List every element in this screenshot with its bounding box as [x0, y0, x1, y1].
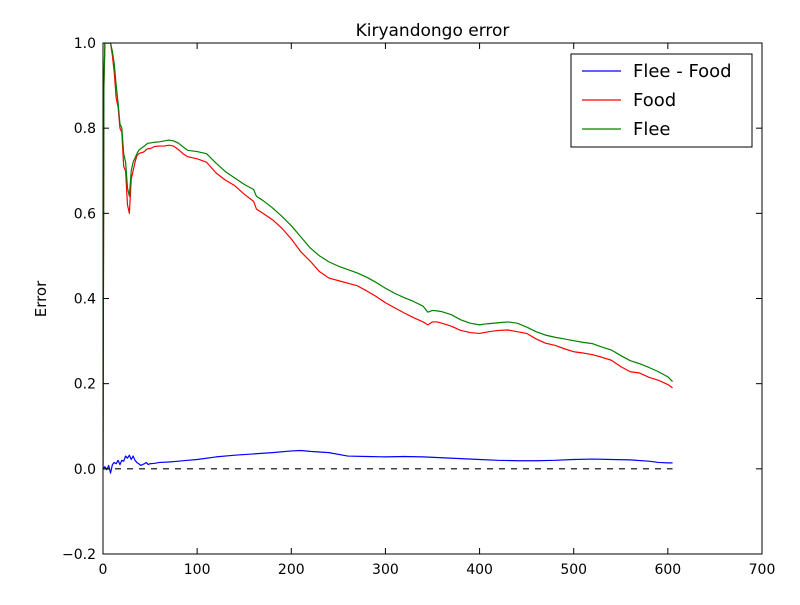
- legend-label-flee-food: Flee - Food: [633, 61, 732, 82]
- y-axis-label: Error: [32, 280, 50, 317]
- x-tick-label: 0: [99, 562, 108, 578]
- y-tick-label: 0.6: [74, 206, 96, 222]
- y-tick-label: 1.0: [74, 36, 96, 52]
- x-tick-label: 600: [654, 562, 681, 578]
- series-line-flee: [103, 43, 673, 469]
- series-line-flee-food: [103, 449, 673, 474]
- y-tick-label: 0.8: [74, 121, 96, 137]
- x-tick-label: 200: [278, 562, 305, 578]
- y-tick-label: 0.0: [74, 462, 96, 478]
- x-tick-label: 100: [184, 562, 211, 578]
- x-tick-label: 700: [749, 562, 776, 578]
- legend-label-flee: Flee: [633, 119, 671, 140]
- series-line-food: [103, 43, 673, 469]
- x-tick-label: 500: [560, 562, 587, 578]
- y-tick-label: 0.2: [74, 377, 96, 393]
- y-tick-label: 0.4: [74, 292, 96, 308]
- x-tick-label: 300: [372, 562, 399, 578]
- y-tick-label: −0.2: [62, 547, 96, 563]
- legend-label-food: Food: [633, 90, 676, 111]
- x-tick-label: 400: [466, 562, 493, 578]
- legend: Flee - Food Food Flee: [570, 53, 753, 148]
- plot-area-series: [103, 43, 673, 474]
- chart-title: Kiryandongo error: [356, 21, 510, 41]
